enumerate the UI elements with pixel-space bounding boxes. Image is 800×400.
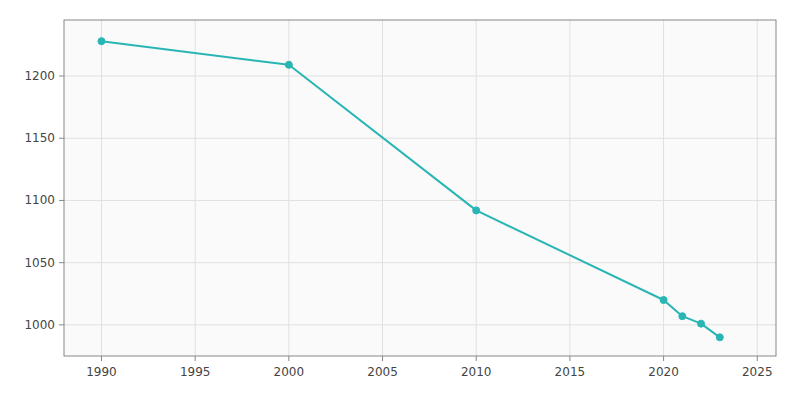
chart-container: 1990 1995 2000 2005 2010 2015 2020 2025 1000 1050… <box>0 0 800 400</box>
tick-label-x: 2000 <box>274 365 305 379</box>
point <box>285 61 292 68</box>
tick-mark-x <box>101 356 102 361</box>
axes: 1990 1995 2000 2005 2010 2015 2020 2025 1000 1050… <box>24 20 776 379</box>
tick-mark-y <box>59 138 64 139</box>
tick-label-y: 1000 <box>24 318 55 332</box>
tick-mark-x <box>382 356 383 361</box>
tick-mark-y <box>59 324 64 325</box>
tick-mark-x <box>288 356 289 361</box>
point <box>473 207 480 214</box>
grid-line-x <box>476 20 477 356</box>
tick-mark-y <box>59 200 64 201</box>
grid <box>64 20 776 356</box>
tick-label-y: 1200 <box>24 69 55 83</box>
tick-mark-x <box>569 356 570 361</box>
grid-line-x <box>757 20 758 356</box>
tick-label-x: 2020 <box>648 365 679 379</box>
tick-label-y: 1150 <box>24 131 55 145</box>
tick-label-x: 2010 <box>461 365 492 379</box>
tick-label-x: 2025 <box>742 365 773 379</box>
tick-mark-x <box>195 356 196 361</box>
tick-label-y: 1100 <box>24 193 55 207</box>
point <box>98 38 105 45</box>
tick-label-x: 2015 <box>555 365 586 379</box>
grid-line-y <box>64 324 776 325</box>
tick-mark-x <box>757 356 758 361</box>
tick-label-x: 2005 <box>367 365 398 379</box>
grid-line-x <box>569 20 570 356</box>
point <box>660 297 667 304</box>
grid-line-y <box>64 76 776 77</box>
grid-line-x <box>663 20 664 356</box>
grid-line-y <box>64 200 776 201</box>
point <box>698 320 705 327</box>
grid-line-x <box>382 20 383 356</box>
point <box>716 334 723 341</box>
plot-frame <box>64 20 776 356</box>
grid-line-y <box>64 262 776 263</box>
tick-label-x: 1990 <box>86 365 117 379</box>
line <box>101 41 719 337</box>
tick-mark-x <box>476 356 477 361</box>
tick-mark-x <box>663 356 664 361</box>
point <box>679 313 686 320</box>
grid-line-x <box>195 20 196 356</box>
series <box>98 38 723 341</box>
grid-line-x <box>288 20 289 356</box>
plot-background <box>64 20 776 356</box>
tick-mark-y <box>59 262 64 263</box>
grid-line-y <box>64 138 776 139</box>
chart-svg: 1990 1995 2000 2005 2010 2015 2020 2025 1000 1050… <box>0 0 800 400</box>
tick-mark-y <box>59 76 64 77</box>
tick-label-y: 1050 <box>24 256 55 270</box>
tick-label-x: 1995 <box>180 365 211 379</box>
grid-line-x <box>101 20 102 356</box>
